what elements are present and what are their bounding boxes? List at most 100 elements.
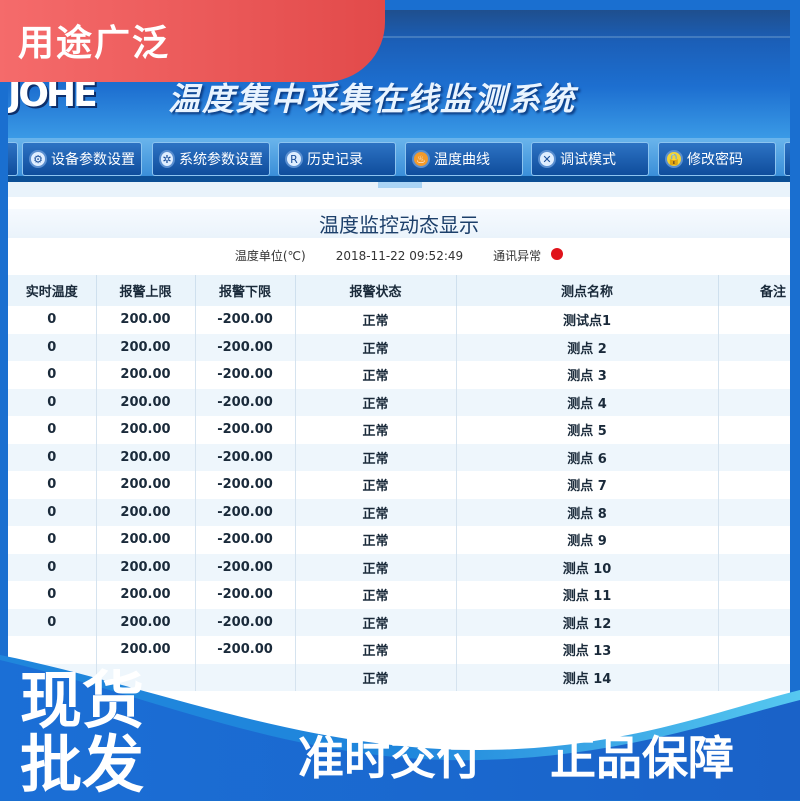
column-header: 备注 <box>718 275 790 306</box>
table-cell: 正常 <box>295 608 457 636</box>
table-cell <box>718 498 790 526</box>
table-row[interactable]: 0 200.00 -200.00 正常 测点 9 <box>8 526 790 554</box>
table-cell: 测试点1 <box>456 306 719 334</box>
table-row[interactable]: 200.00 -200.00 正常 测点 13 <box>8 636 790 664</box>
table-cell <box>718 553 790 581</box>
table-cell: 测点 14 <box>456 663 719 691</box>
table-cell: 200.00 <box>96 636 196 664</box>
table-cell: -200.00 <box>195 608 296 636</box>
table-cell <box>718 443 790 471</box>
table-row[interactable]: 0 200.00 -200.00 正常 测点 8 <box>8 498 790 526</box>
table-cell: 正常 <box>295 416 457 444</box>
nav-history[interactable]: R 历史记录 <box>278 142 396 176</box>
table-row[interactable]: 0 200.00 -200.00 正常 测点 4 <box>8 388 790 416</box>
nav-debug-mode[interactable]: ✕ 调试模式 <box>531 142 649 176</box>
table-cell: 200.00 <box>96 498 196 526</box>
nav-button-partial[interactable] <box>784 142 790 176</box>
nav-button-partial[interactable] <box>8 142 18 176</box>
table-cell: 正常 <box>295 361 457 389</box>
table-cell <box>718 608 790 636</box>
promo-left-1: 现货 <box>20 664 145 737</box>
table-cell: -200.00 <box>195 388 296 416</box>
nav-device-params[interactable]: ⚙ 设备参数设置 <box>22 142 142 176</box>
table-row[interactable]: 0 200.00 -200.00 正常 测点 12 <box>8 608 790 636</box>
table-row[interactable]: 0 200.00 -200.00 正常 测点 10 <box>8 553 790 581</box>
table-cell <box>718 361 790 389</box>
nav-label: 历史记录 <box>307 152 363 168</box>
lock-icon: 🔒 <box>665 150 683 168</box>
table-cell: 正常 <box>295 388 457 416</box>
table-row[interactable]: 0 200.00 -200.00 正常 测点 5 <box>8 416 790 444</box>
table-row[interactable]: 0 200.00 -200.00 正常 测点 6 <box>8 443 790 471</box>
table-cell: 0 <box>8 471 97 499</box>
table-cell: 0 <box>8 333 97 361</box>
table-cell: 0 <box>8 526 97 554</box>
table-cell <box>718 471 790 499</box>
nav-label: 设备参数设置 <box>51 152 135 168</box>
table-cell: 测点 4 <box>456 388 719 416</box>
table-cell: 200.00 <box>96 471 196 499</box>
table-cell: 200.00 <box>96 361 196 389</box>
table-cell: -200.00 <box>195 498 296 526</box>
table-row[interactable]: 0 200.00 -200.00 正常 测点 3 <box>8 361 790 389</box>
nav-temp-curve[interactable]: ♨ 温度曲线 <box>405 142 523 176</box>
nav-change-password[interactable]: 🔒 修改密码 <box>658 142 776 176</box>
table-cell: 200.00 <box>96 416 196 444</box>
table-cell: 0 <box>8 361 97 389</box>
table-cell: 0 <box>8 581 97 609</box>
settings-icon: ✲ <box>159 150 175 168</box>
unit-label: 温度单位(℃) <box>234 249 306 263</box>
table-cell: 200.00 <box>96 333 196 361</box>
table-cell: 正常 <box>295 306 457 334</box>
table-row[interactable]: 0 200.00 -200.00 正常 测点 7 <box>8 471 790 499</box>
table-cell: -200.00 <box>195 306 296 334</box>
table-cell: -200.00 <box>195 443 296 471</box>
tools-icon: ✕ <box>538 150 556 168</box>
table-cell: 正常 <box>295 553 457 581</box>
data-table: 实时温度 报警上限 报警下限 报警状态 测点名称 备注 0 200.00 -200.00 正常测… <box>8 275 790 691</box>
table-cell: 正常 <box>295 636 457 664</box>
table-cell: 200.00 <box>96 443 196 471</box>
promo-slogan-1: 准时交付 <box>298 731 482 785</box>
table-cell: 0 <box>8 416 97 444</box>
table-cell <box>718 636 790 664</box>
active-tab-indicator <box>378 182 422 188</box>
nav-system-params[interactable]: ✲ 系统参数设置 <box>152 142 270 176</box>
table-row[interactable]: 0 200.00 -200.00 正常 测点 2 <box>8 333 790 361</box>
table-cell <box>718 333 790 361</box>
comm-status: 通讯异常 <box>493 249 542 263</box>
promo-left-2: 批发 <box>20 728 145 801</box>
table-cell: 测点 3 <box>456 361 719 389</box>
registered-icon: R <box>285 150 303 168</box>
column-header: 报警状态 <box>295 275 457 306</box>
table-cell: 0 <box>8 443 97 471</box>
table-cell <box>195 663 296 691</box>
wave-background <box>0 655 800 800</box>
nav-label: 系统参数设置 <box>179 152 263 168</box>
table-cell: 测点 11 <box>456 581 719 609</box>
table-cell: 200.00 <box>96 581 196 609</box>
table-cell: -200.00 <box>195 416 296 444</box>
table-cell: 测点 12 <box>456 608 719 636</box>
table-cell: -200.00 <box>195 581 296 609</box>
table-cell: 正常 <box>295 333 457 361</box>
table-cell: -200.00 <box>195 471 296 499</box>
nav-label: 修改密码 <box>687 152 743 168</box>
table-cell: 测点 6 <box>456 443 719 471</box>
table-cell: 0 <box>8 498 97 526</box>
table-cell: 200.00 <box>96 388 196 416</box>
column-header: 实时温度 <box>8 275 97 306</box>
divider <box>8 36 790 38</box>
table-cell: 0 <box>8 608 97 636</box>
table-cell: 0 <box>8 306 97 334</box>
table-row[interactable]: 0 200.00 -200.00 正常 测点 11 <box>8 581 790 609</box>
table-cell: 正常 <box>295 581 457 609</box>
panel-title: 温度监控动态显示 <box>8 209 790 238</box>
table-cell: 测点 8 <box>456 498 719 526</box>
table-cell: 200.00 <box>96 553 196 581</box>
table-cell: -200.00 <box>195 636 296 664</box>
table-row[interactable]: 0 200.00 -200.00 正常 测试点1 <box>8 306 790 334</box>
table-cell: 0 <box>8 553 97 581</box>
status-line: 温度单位(℃) 2018-11-22 09:52:49 通讯异常 <box>8 247 790 264</box>
nav-bar: ⚙ 设备参数设置 ✲ 系统参数设置 R 历史记录 ♨ 温度曲线 ✕ 调试模式 🔒 修改密码 <box>8 138 790 182</box>
